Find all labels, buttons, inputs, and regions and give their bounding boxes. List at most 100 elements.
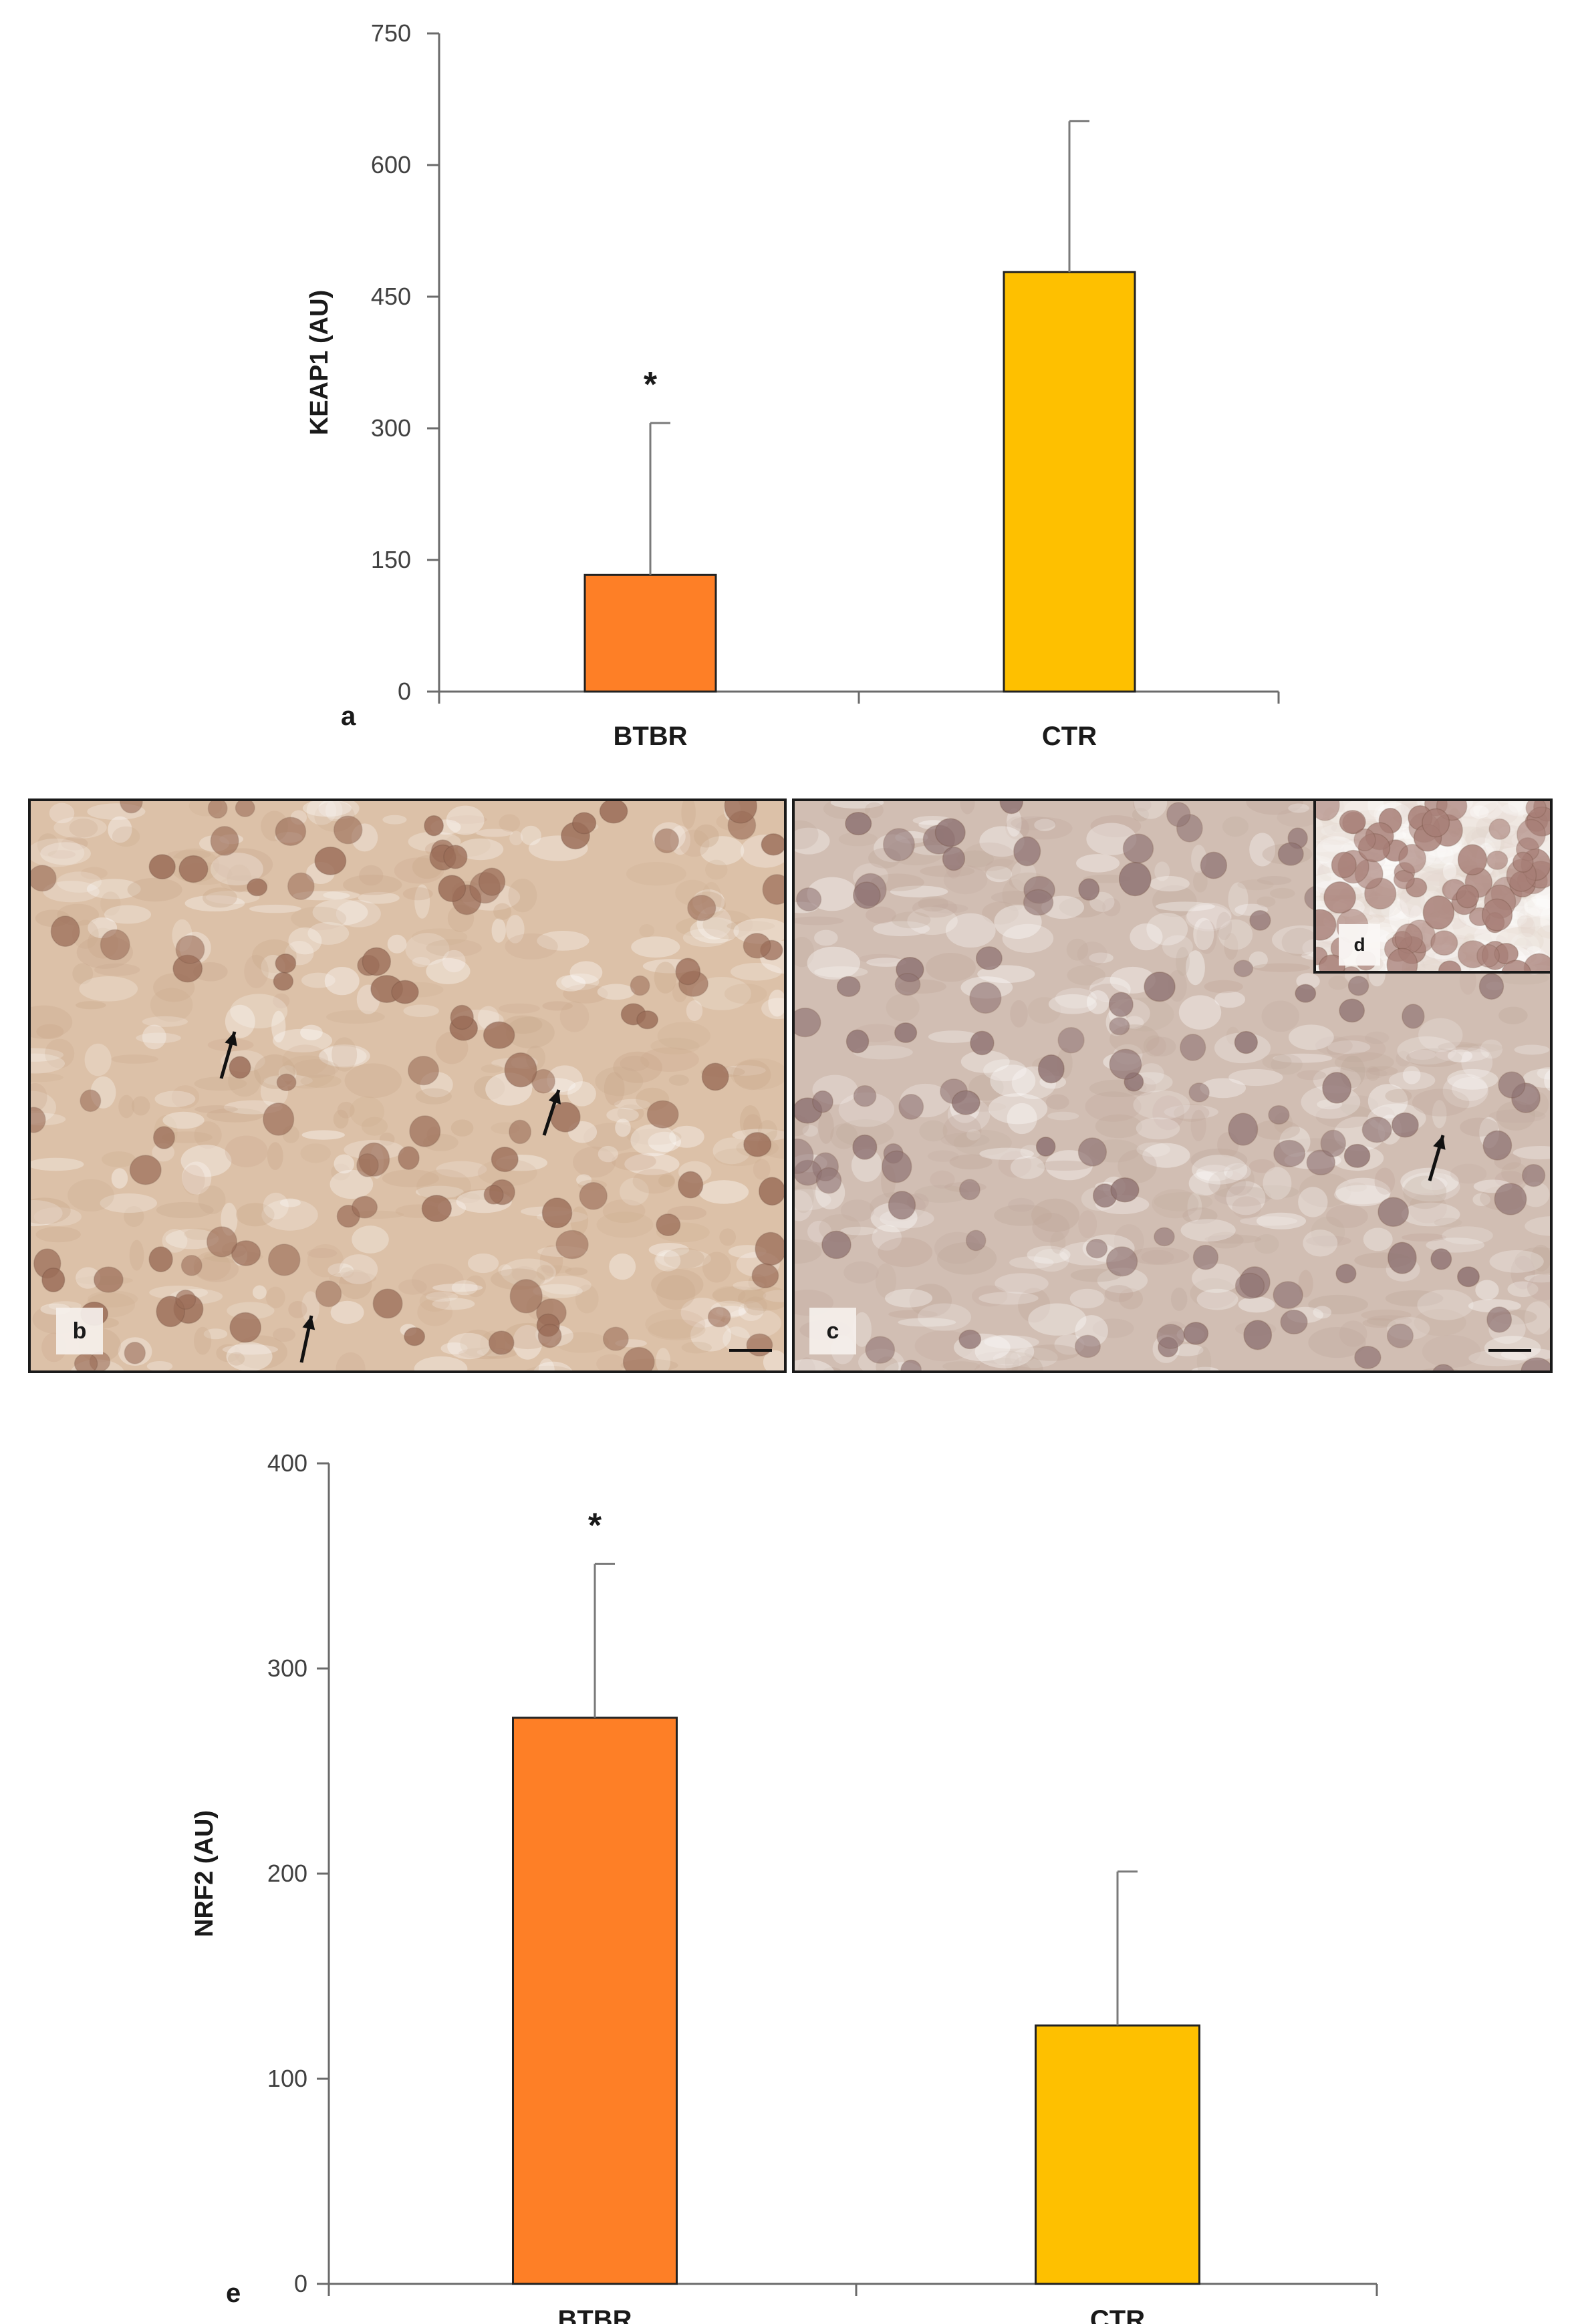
tissue-mottle <box>547 1065 583 1095</box>
tissue-mottle <box>414 884 430 919</box>
tissue-mottle <box>450 1119 474 1137</box>
tissue-mottle <box>473 1075 505 1100</box>
tissue-mottle <box>1095 1114 1143 1139</box>
tissue-mottle <box>873 921 930 937</box>
cell-nucleus <box>1154 1227 1175 1247</box>
tissue-mottle <box>1547 890 1550 912</box>
tissue-mottle <box>1401 1202 1460 1227</box>
tissue-mottle <box>1322 837 1355 853</box>
tissue-mottle <box>1326 1204 1368 1228</box>
tissue-mottle <box>1055 988 1097 1009</box>
tissue-mottle <box>1305 1236 1351 1246</box>
cell-nucleus <box>707 1306 731 1328</box>
tissue-mottle <box>292 1059 340 1078</box>
tissue-mottle <box>282 1044 329 1076</box>
tissue-mottle <box>682 928 729 948</box>
tissue-mottle <box>797 1357 816 1370</box>
tissue-mottle <box>576 1174 592 1186</box>
cell-nucleus <box>1249 910 1271 931</box>
tissue-mottle <box>1500 917 1549 927</box>
tissue-mottle <box>203 1328 228 1340</box>
tissue-mottle <box>1400 1167 1459 1195</box>
cell-nucleus <box>438 875 467 903</box>
tissue-mottle <box>387 934 407 954</box>
y-tick-label: 400 <box>267 1449 307 1477</box>
tissue-mottle <box>1523 889 1550 919</box>
cell-nucleus <box>1422 895 1455 930</box>
tissue-mottle <box>1470 805 1489 819</box>
tissue-mottle <box>575 1284 599 1314</box>
tissue-mottle <box>669 1125 704 1148</box>
tissue-mottle <box>1176 946 1190 976</box>
tissue-mottle <box>998 1151 1032 1178</box>
tissue-mottle <box>1196 1288 1238 1310</box>
tissue-mottle <box>1315 1104 1375 1129</box>
tissue-mottle <box>193 1251 231 1281</box>
tissue-mottle <box>1389 899 1410 933</box>
tissue-mottle <box>265 1286 285 1308</box>
tissue-mottle <box>234 1335 288 1369</box>
tissue-mottle <box>76 1001 106 1010</box>
tissue-mottle <box>768 990 784 1017</box>
tissue-mottle <box>678 829 710 857</box>
tissue-mottle <box>442 950 466 973</box>
tissue-mottle <box>194 1256 239 1282</box>
tissue-mottle <box>838 1092 895 1127</box>
tissue-mottle <box>1143 1035 1166 1057</box>
cell-nucleus <box>622 1346 655 1370</box>
tissue-mottle <box>595 1066 644 1097</box>
tissue-mottle <box>986 866 1013 883</box>
tissue-mottle <box>506 915 525 943</box>
tissue-mottle <box>617 1104 644 1123</box>
cell-nucleus <box>1386 1323 1414 1348</box>
cell-nucleus <box>1323 881 1356 914</box>
tissue-mottle <box>886 994 920 1022</box>
tissue-mottle <box>1009 1256 1054 1269</box>
tissue-mottle <box>1104 1285 1134 1302</box>
tissue-mottle <box>300 1143 331 1163</box>
y-tick-label: 750 <box>371 19 411 47</box>
tissue-mottle <box>533 1361 573 1370</box>
tissue-mottle <box>244 954 269 988</box>
tissue-mottle <box>1249 951 1268 969</box>
tissue-mottle <box>300 1024 323 1040</box>
tissue-mottle <box>1118 1149 1157 1183</box>
cell-nucleus <box>41 1267 66 1293</box>
cell-nucleus <box>275 817 307 846</box>
cell-nucleus <box>1354 1346 1382 1369</box>
tissue-mottle <box>1494 1171 1525 1188</box>
cell-nucleus <box>409 1115 441 1147</box>
tissue-mottle <box>1076 854 1120 873</box>
tissue-mottle <box>100 891 121 916</box>
tissue-mottle <box>1109 966 1156 994</box>
tissue-mottle <box>267 1142 283 1171</box>
cell-nucleus <box>100 929 130 961</box>
cell-nucleus <box>630 975 650 996</box>
cell-nucleus <box>450 1004 474 1030</box>
cell-nucleus <box>836 976 861 998</box>
tissue-mottle <box>76 1267 101 1289</box>
tissue-mottle <box>1326 1035 1386 1062</box>
cell-nucleus <box>755 1231 784 1266</box>
tissue-mottle <box>1200 1078 1247 1099</box>
tissue-mottle <box>1523 1068 1550 1088</box>
tissue-mottle <box>511 1266 537 1282</box>
cell-nucleus <box>1353 828 1376 852</box>
tissue-mottle <box>1154 861 1170 881</box>
cell-nucleus <box>1074 1334 1101 1358</box>
tissue-mottle <box>1422 1335 1481 1368</box>
tissue-mottle <box>1418 1018 1463 1052</box>
inset-tissue-texture <box>1316 801 1550 971</box>
tissue-mottle <box>852 1312 872 1347</box>
tissue-mottle <box>795 1239 822 1264</box>
cell-nucleus <box>398 1146 420 1170</box>
tissue-mottle <box>555 1332 610 1353</box>
cell-nucleus <box>1316 909 1337 941</box>
cell-nucleus <box>80 1089 102 1113</box>
tissue-mottle <box>45 1038 75 1068</box>
tissue-mottle <box>723 1326 751 1352</box>
cell-nucleus <box>1486 850 1509 870</box>
tissue-mottle <box>681 1341 712 1354</box>
cell-nucleus <box>1331 851 1357 879</box>
tissue-mottle <box>657 1022 710 1050</box>
